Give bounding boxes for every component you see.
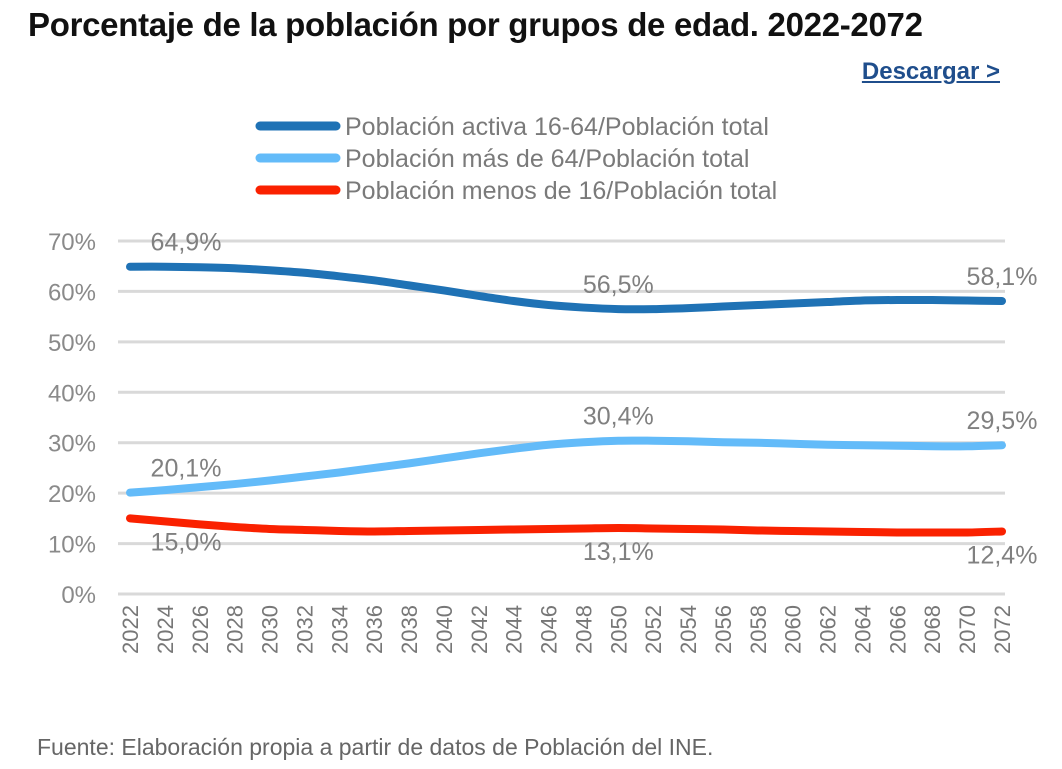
- series-line: [126, 262, 1006, 314]
- x-tick-label: 2072: [990, 605, 1015, 654]
- source-note: Fuente: Elaboración propia a partir de d…: [37, 734, 714, 760]
- x-tick-label: 2070: [955, 605, 980, 654]
- x-tick-label: 2060: [781, 605, 806, 654]
- x-tick-label: 2046: [537, 605, 562, 654]
- data-label: 20,1%: [151, 455, 222, 483]
- x-tick-label: 2056: [711, 605, 736, 654]
- x-tick-label: 2066: [885, 605, 910, 654]
- data-label: 12,4%: [967, 541, 1038, 569]
- x-tick-label: 2054: [676, 605, 701, 654]
- x-tick-label: 2058: [746, 605, 771, 654]
- y-tick-label: 10%: [48, 532, 96, 559]
- chart-title: Porcentaje de la población por grupos de…: [28, 6, 923, 43]
- y-tick-label: 40%: [48, 380, 96, 407]
- series-line: [126, 514, 1006, 537]
- x-tick-label: 2026: [188, 605, 213, 654]
- legend-label: Población activa 16-64/Población total: [345, 113, 769, 141]
- data-label: 15,0%: [151, 528, 222, 556]
- data-label: 64,9%: [151, 229, 222, 257]
- legend-label: Población menos de 16/Población total: [345, 177, 777, 205]
- x-tick-label: 2050: [606, 605, 631, 654]
- data-label: 30,4%: [583, 403, 654, 431]
- x-tick-label: 2062: [816, 605, 841, 654]
- legend-label: Población más de 64/Población total: [345, 145, 749, 173]
- x-tick-label: 2064: [850, 605, 875, 654]
- x-tick-label: 2044: [502, 605, 527, 654]
- data-label: 13,1%: [583, 538, 654, 566]
- x-tick-label: 2028: [223, 605, 248, 654]
- x-tick-label: 2030: [258, 605, 283, 654]
- x-tick-label: 2036: [362, 605, 387, 654]
- y-tick-label: 30%: [48, 431, 96, 458]
- y-tick-label: 0%: [61, 582, 96, 609]
- data-label: 29,5%: [967, 407, 1038, 435]
- y-tick-label: 20%: [48, 481, 96, 508]
- x-tick-label: 2032: [292, 605, 317, 654]
- series-line: [126, 436, 1006, 497]
- x-tick-label: 2034: [327, 605, 352, 654]
- data-label: 56,5%: [583, 271, 654, 299]
- download-link[interactable]: Descargar >: [861, 58, 1000, 85]
- y-tick-label: 50%: [48, 330, 96, 357]
- x-tick-label: 2048: [571, 605, 596, 654]
- x-tick-label: 2052: [641, 605, 666, 654]
- x-tick-label: 2022: [118, 605, 143, 654]
- data-label: 58,1%: [967, 263, 1038, 291]
- x-tick-label: 2038: [397, 605, 422, 654]
- x-tick-label: 2040: [432, 605, 457, 654]
- x-tick-label: 2068: [920, 605, 945, 654]
- x-tick-label: 2042: [467, 605, 492, 654]
- y-tick-label: 70%: [48, 229, 96, 256]
- x-tick-label: 2024: [153, 605, 178, 654]
- y-tick-label: 60%: [48, 279, 96, 306]
